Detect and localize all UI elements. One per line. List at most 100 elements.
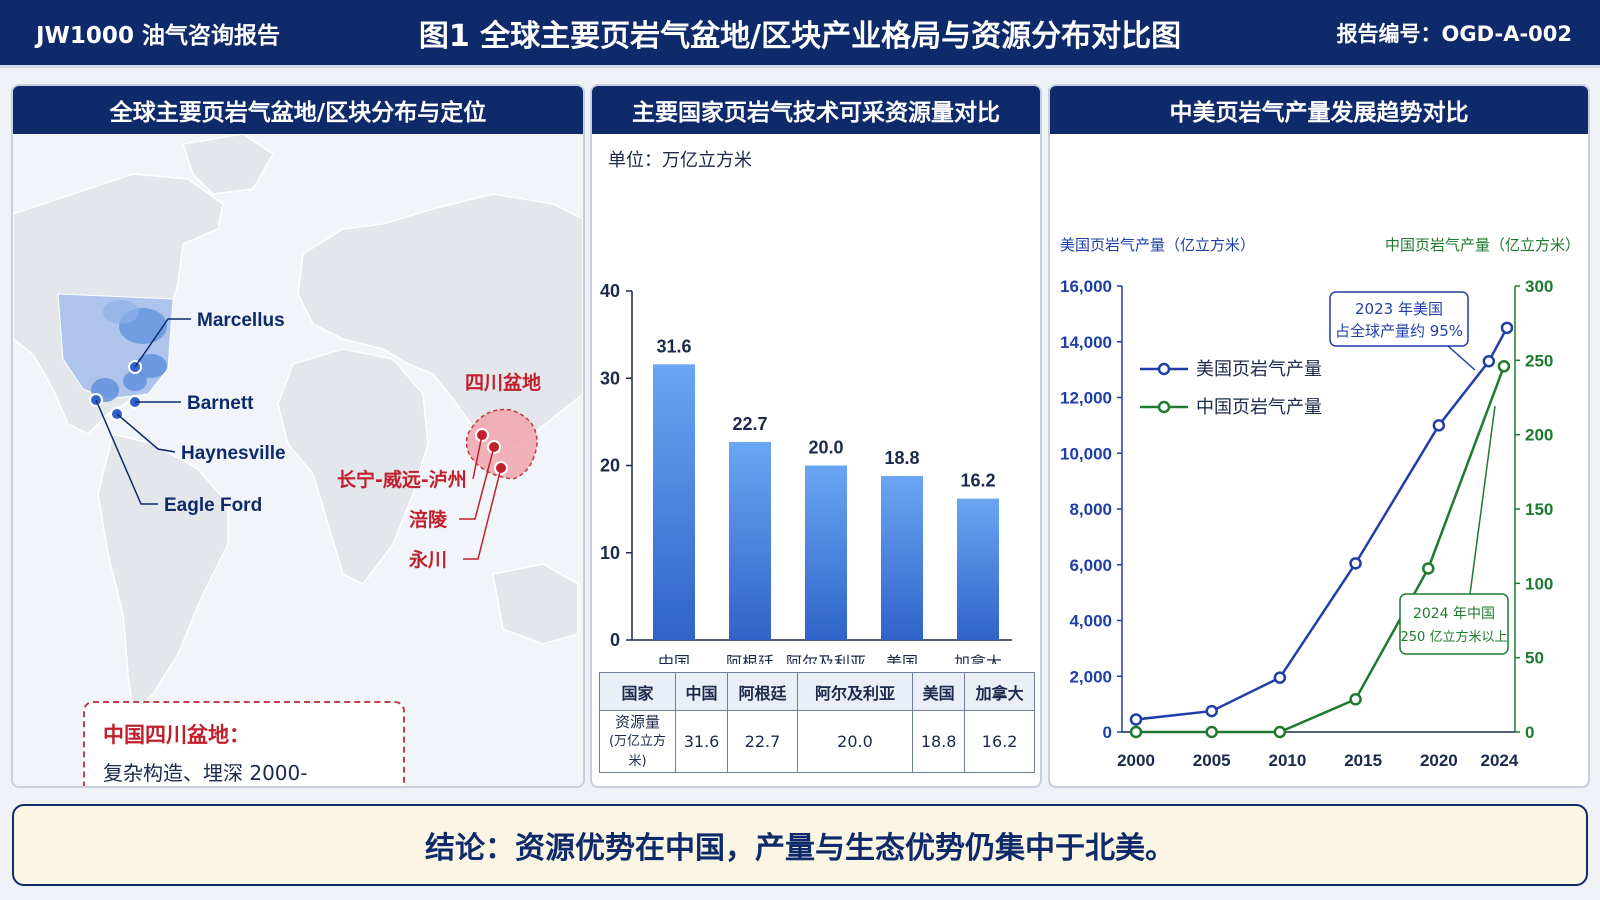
left-y-tick-label: 0	[1103, 723, 1112, 742]
label-yongchuan: 永川	[408, 548, 447, 571]
table-cell: 18.8	[912, 710, 966, 773]
bar-x-tick-label: 阿尔及利亚	[786, 653, 866, 664]
annotation-us-box	[1329, 291, 1469, 347]
bar-x-tick-label: 中国	[658, 653, 690, 664]
table-header-cell: 加拿大	[964, 672, 1035, 711]
report-number: 报告编号：OGD-A-002	[1336, 21, 1572, 46]
annotation-us-arrow	[1447, 345, 1476, 371]
resource-bar-chart: 0 10 20 30 40 31.6 中国 22.7 阿根廷 20.0 阿尔及利亚 18.8 美国 16.…	[600, 281, 1012, 664]
right-y-tick-label: 100	[1525, 574, 1553, 593]
bar-data-label: 18.8	[884, 448, 919, 468]
series-line-中国页岩气产量	[1136, 365, 1506, 734]
bar-y-tick-label: 10	[600, 543, 620, 563]
right-y-tick-label: 200	[1525, 426, 1553, 445]
right-y-tick-label: 150	[1525, 500, 1553, 519]
series-point-美国页岩气产量	[1349, 557, 1362, 570]
yongchuan-leader	[463, 467, 502, 560]
callout-text: 复杂构造、埋深 2000-4700m+	[103, 761, 308, 785]
bar-data-label: 22.7	[732, 414, 767, 434]
table-header-cell: 阿根廷	[727, 672, 798, 711]
haynesville-basin	[123, 371, 147, 391]
bar-x-tick-label: 美国	[886, 653, 918, 664]
table-cell: 16.2	[964, 710, 1035, 773]
resource-panel: 主要国家页岩气技术可采资源量对比 单位：万亿立方米 0 10 20 30 40 31.6 中…	[590, 84, 1042, 788]
line-x-tick-label: 2024	[1481, 751, 1519, 770]
bar-y-tick-label: 40	[600, 281, 620, 301]
bar-y-tick-label: 30	[600, 368, 620, 388]
table-cell: 20.0	[796, 710, 914, 773]
label-fuling: 涪陵	[409, 508, 448, 531]
legend-marker	[1157, 400, 1171, 414]
table-cell: 31.6	[674, 710, 729, 773]
table-cell: 22.7	[727, 710, 798, 773]
map-panel: 全球主要页岩气盆地/区块分布与定位	[11, 84, 585, 788]
africa-landmass	[277, 348, 429, 585]
map-panel-title: 全球主要页岩气盆地/区块分布与定位	[13, 86, 583, 134]
right-axis-title: 中国页岩气产量（亿立方米）	[1385, 236, 1580, 254]
annotation-cn-line1: 2024 年中国	[1413, 606, 1495, 622]
table-header-row: 国家 中国 阿根廷 阿尔及利亚 美国 加拿大	[599, 672, 1035, 711]
production-line-chart: 美国页岩气产量（亿立方米） 中国页岩气产量（亿立方米） 0 2,000 4,000 6,0…	[1060, 236, 1580, 770]
appalachian-basin	[135, 354, 167, 378]
label-changning: 长宁-威远-泸州	[337, 468, 467, 491]
left-y-tick-label: 2,000	[1069, 667, 1112, 686]
right-y-tick-label: 0	[1525, 723, 1534, 742]
label-haynesville: Haynesville	[181, 443, 286, 464]
greenland-landmass	[182, 134, 274, 195]
haynesville-leader	[116, 413, 176, 453]
annotation-cn-line2: 250 亿立方米以上	[1401, 629, 1508, 645]
left-y-tick-label: 12,000	[1060, 389, 1112, 408]
series-point-美国页岩气产量	[1129, 713, 1143, 726]
label-barnett: Barnett	[187, 393, 254, 414]
left-axis-title: 美国页岩气产量（亿立方米）	[1060, 236, 1255, 254]
table-header-cell: 阿尔及利亚	[796, 672, 914, 711]
bar-data-label: 16.2	[960, 471, 995, 491]
fuling-leader	[459, 446, 495, 520]
bar-阿根廷	[729, 441, 771, 640]
table-row-label: 资源量 (万亿立方米)	[599, 710, 676, 773]
left-y-tick-label: 10,000	[1060, 444, 1112, 463]
eagle-ford-leader	[95, 399, 158, 505]
row-label-main: 资源量	[614, 712, 660, 731]
series-point-中国页岩气产量	[1422, 562, 1435, 575]
label-marcellus: Marcellus	[197, 310, 285, 331]
row-label-unit: (万亿立方米)	[608, 733, 667, 769]
figure-title: 图1 全球主要页岩气盆地/区块产业格局与资源分布对比图	[418, 18, 1182, 54]
south-america-landmass	[97, 433, 229, 716]
sichuan-basin	[465, 408, 538, 480]
resource-unit: 单位：万亿立方米	[608, 150, 752, 171]
left-y-tick-label: 6,000	[1069, 556, 1112, 575]
line-x-tick-label: 2020	[1420, 751, 1458, 770]
series-point-美国页岩气产量	[1205, 704, 1218, 718]
bar-加拿大	[957, 498, 999, 640]
series-point-中国页岩气产量	[1273, 725, 1287, 739]
bar-x-tick-label: 阿根廷	[726, 653, 774, 664]
bar-y-tick-label: 20	[600, 456, 620, 476]
marcellus-leader	[134, 318, 191, 368]
left-y-tick-label: 14,000	[1060, 333, 1112, 352]
resource-table: 国家 中国 阿根廷 阿尔及利亚 美国 加拿大 资源量 (万亿立方米) 31.6 …	[599, 672, 1035, 773]
legend-label: 美国页岩气产量	[1196, 359, 1322, 380]
line-x-tick-label: 2010	[1269, 751, 1307, 770]
bar-data-label: 20.0	[808, 438, 843, 458]
sichuan-callout: 中国四川盆地： 复杂构造、埋深 2000-4700m+	[83, 701, 405, 786]
world-map: Marcellus Barnett Haynesville Eagle Ford…	[13, 134, 583, 786]
annotation-cn-arrow	[1469, 405, 1496, 595]
series-line-美国页岩气产量	[1135, 327, 1509, 721]
australia-landmass	[492, 563, 579, 645]
resource-panel-title: 主要国家页岩气技术可采资源量对比	[592, 86, 1040, 134]
legend-label: 中国页岩气产量	[1196, 397, 1322, 418]
table-header-cell: 美国	[912, 672, 966, 711]
production-panel-title: 中美页岩气产量发展趋势对比	[1050, 86, 1588, 134]
bar-x-tick-label: 加拿大	[954, 653, 1002, 664]
report-header: JW1000 油气咨询报告 图1 全球主要页岩气盆地/区块产业格局与资源分布对比…	[0, 0, 1600, 68]
series-point-美国页岩气产量	[1273, 671, 1287, 684]
line-x-tick-label: 2005	[1193, 751, 1231, 770]
bar-data-label: 31.6	[656, 336, 691, 356]
label-eagle-ford: Eagle Ford	[164, 495, 262, 516]
annotation-us-line1: 2023 年美国	[1355, 300, 1443, 318]
right-y-tick-label: 250	[1525, 351, 1553, 370]
label-sichuan-basin: 四川盆地	[465, 371, 541, 394]
series-point-中国页岩气产量	[1349, 693, 1362, 706]
table-header-cell: 国家	[599, 672, 676, 711]
